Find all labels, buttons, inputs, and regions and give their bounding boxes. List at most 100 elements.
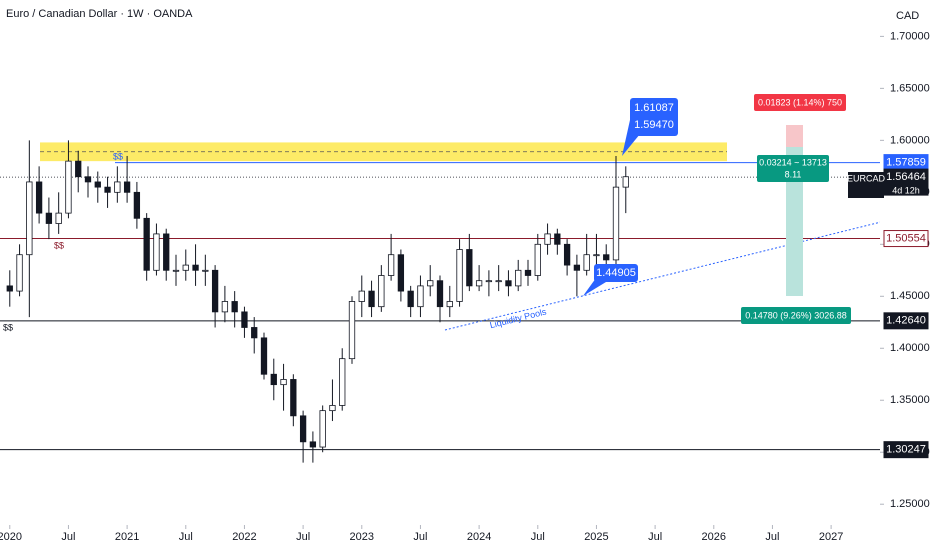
candle-body xyxy=(45,212,53,224)
candle-body xyxy=(280,379,287,386)
y-tick-label: 1.40000 xyxy=(890,342,930,354)
candle-body xyxy=(290,379,297,417)
candle-body xyxy=(524,269,532,276)
x-tick-label: 2023 xyxy=(350,531,374,543)
candle-body xyxy=(270,373,277,386)
price-label: 1.57859 xyxy=(886,157,926,169)
y-tick-label: 1.65000 xyxy=(890,82,930,94)
candle-body xyxy=(251,327,258,339)
x-tick-label: 2025 xyxy=(584,531,608,543)
candle-body xyxy=(104,186,111,193)
candle-body xyxy=(515,269,522,287)
price-label: 1.50554 xyxy=(886,232,926,244)
candle-body xyxy=(612,186,620,261)
position-text: 0.14780 (9.26%) 3026.88 xyxy=(745,310,847,320)
callout-pointer xyxy=(583,278,606,296)
stop-zone xyxy=(786,125,803,147)
candle-body xyxy=(211,269,219,313)
candle-body xyxy=(35,181,43,214)
symbol: EURCAD xyxy=(847,173,886,183)
candle-body xyxy=(485,280,493,283)
candle-body xyxy=(231,301,238,313)
candle-body xyxy=(16,254,23,292)
liquidity-mark: $$ xyxy=(113,151,123,161)
candle-body xyxy=(94,181,101,188)
candle-body xyxy=(192,264,199,271)
candle-body xyxy=(329,405,336,412)
candle-body xyxy=(505,280,512,287)
y-tick-label: 1.35000 xyxy=(890,394,930,406)
candle-body xyxy=(123,181,131,193)
candle-body xyxy=(163,233,170,271)
position-label xyxy=(757,155,829,182)
candle-body xyxy=(368,290,375,308)
callout-box xyxy=(630,98,678,136)
x-tick-label: Jul xyxy=(648,531,662,543)
candle-body xyxy=(573,264,581,271)
candle-body xyxy=(6,285,13,292)
callout-box xyxy=(594,264,638,282)
candle-body xyxy=(358,290,365,302)
candle-body xyxy=(397,254,405,292)
candle-body xyxy=(153,233,160,271)
time-axis xyxy=(0,525,932,550)
trendline xyxy=(444,220,886,331)
x-tick-label: 2026 xyxy=(702,531,726,543)
candle-body xyxy=(603,254,610,261)
target-zone xyxy=(786,147,803,296)
candle-body xyxy=(143,217,150,271)
candle-body xyxy=(84,176,92,183)
candle-body xyxy=(544,233,551,245)
x-tick-label: 2022 xyxy=(232,531,256,543)
liquidity-mark: $$ xyxy=(3,322,13,332)
candle-body xyxy=(55,212,62,224)
symbol-label xyxy=(848,172,884,198)
candle-body xyxy=(593,254,600,257)
x-tick-label: Jul xyxy=(296,531,310,543)
candle-body xyxy=(172,269,180,272)
x-tick-label: 2021 xyxy=(115,531,139,543)
x-tick-label: 2027 xyxy=(819,531,843,543)
price-label-box xyxy=(883,441,929,459)
candle-body xyxy=(427,280,434,287)
candle-body xyxy=(446,301,453,308)
candle-body xyxy=(133,191,141,219)
x-tick-label: Jul xyxy=(179,531,193,543)
candle-body xyxy=(241,311,248,328)
price-label-box xyxy=(883,312,929,330)
candle-body xyxy=(407,290,414,308)
chart-title: Euro / Canadian Dollar · 1W · OANDA xyxy=(6,8,193,20)
position-label xyxy=(754,94,846,111)
position-text: 0.01823 (1.14%) 750 xyxy=(758,97,842,107)
price-label: 1.30247 xyxy=(886,444,926,456)
candle-body xyxy=(534,243,541,276)
candle-body xyxy=(622,176,629,188)
candle-body xyxy=(221,301,229,313)
candle-body xyxy=(348,301,356,360)
price-label-box xyxy=(883,230,929,248)
price-label: 1.42640 xyxy=(886,315,926,327)
candle-body xyxy=(554,233,561,245)
x-tick-label: Jul xyxy=(61,531,75,543)
candle-body xyxy=(387,254,395,276)
y-tick-label: 1.60000 xyxy=(890,134,930,146)
candle-body xyxy=(299,415,307,443)
position-text: 0.03214 ~ 13713 xyxy=(759,157,827,167)
candle-body xyxy=(456,249,463,302)
candle-body xyxy=(75,160,82,178)
candle-body xyxy=(65,160,72,214)
candle-body xyxy=(202,269,209,272)
callout-text: 1.61087 xyxy=(634,102,674,114)
y-tick-label: 1.45000 xyxy=(890,290,930,302)
y-tick-label: 1.70000 xyxy=(890,30,930,42)
liquidity-mark: $$ xyxy=(54,240,64,250)
price-axis xyxy=(880,0,932,550)
x-tick-label: 2024 xyxy=(467,531,491,543)
candle-body xyxy=(182,264,189,271)
candle-body xyxy=(319,410,326,448)
x-tick-label: Jul xyxy=(765,531,779,543)
countdown: 4d 12h xyxy=(892,185,920,195)
candle-body xyxy=(417,285,424,308)
